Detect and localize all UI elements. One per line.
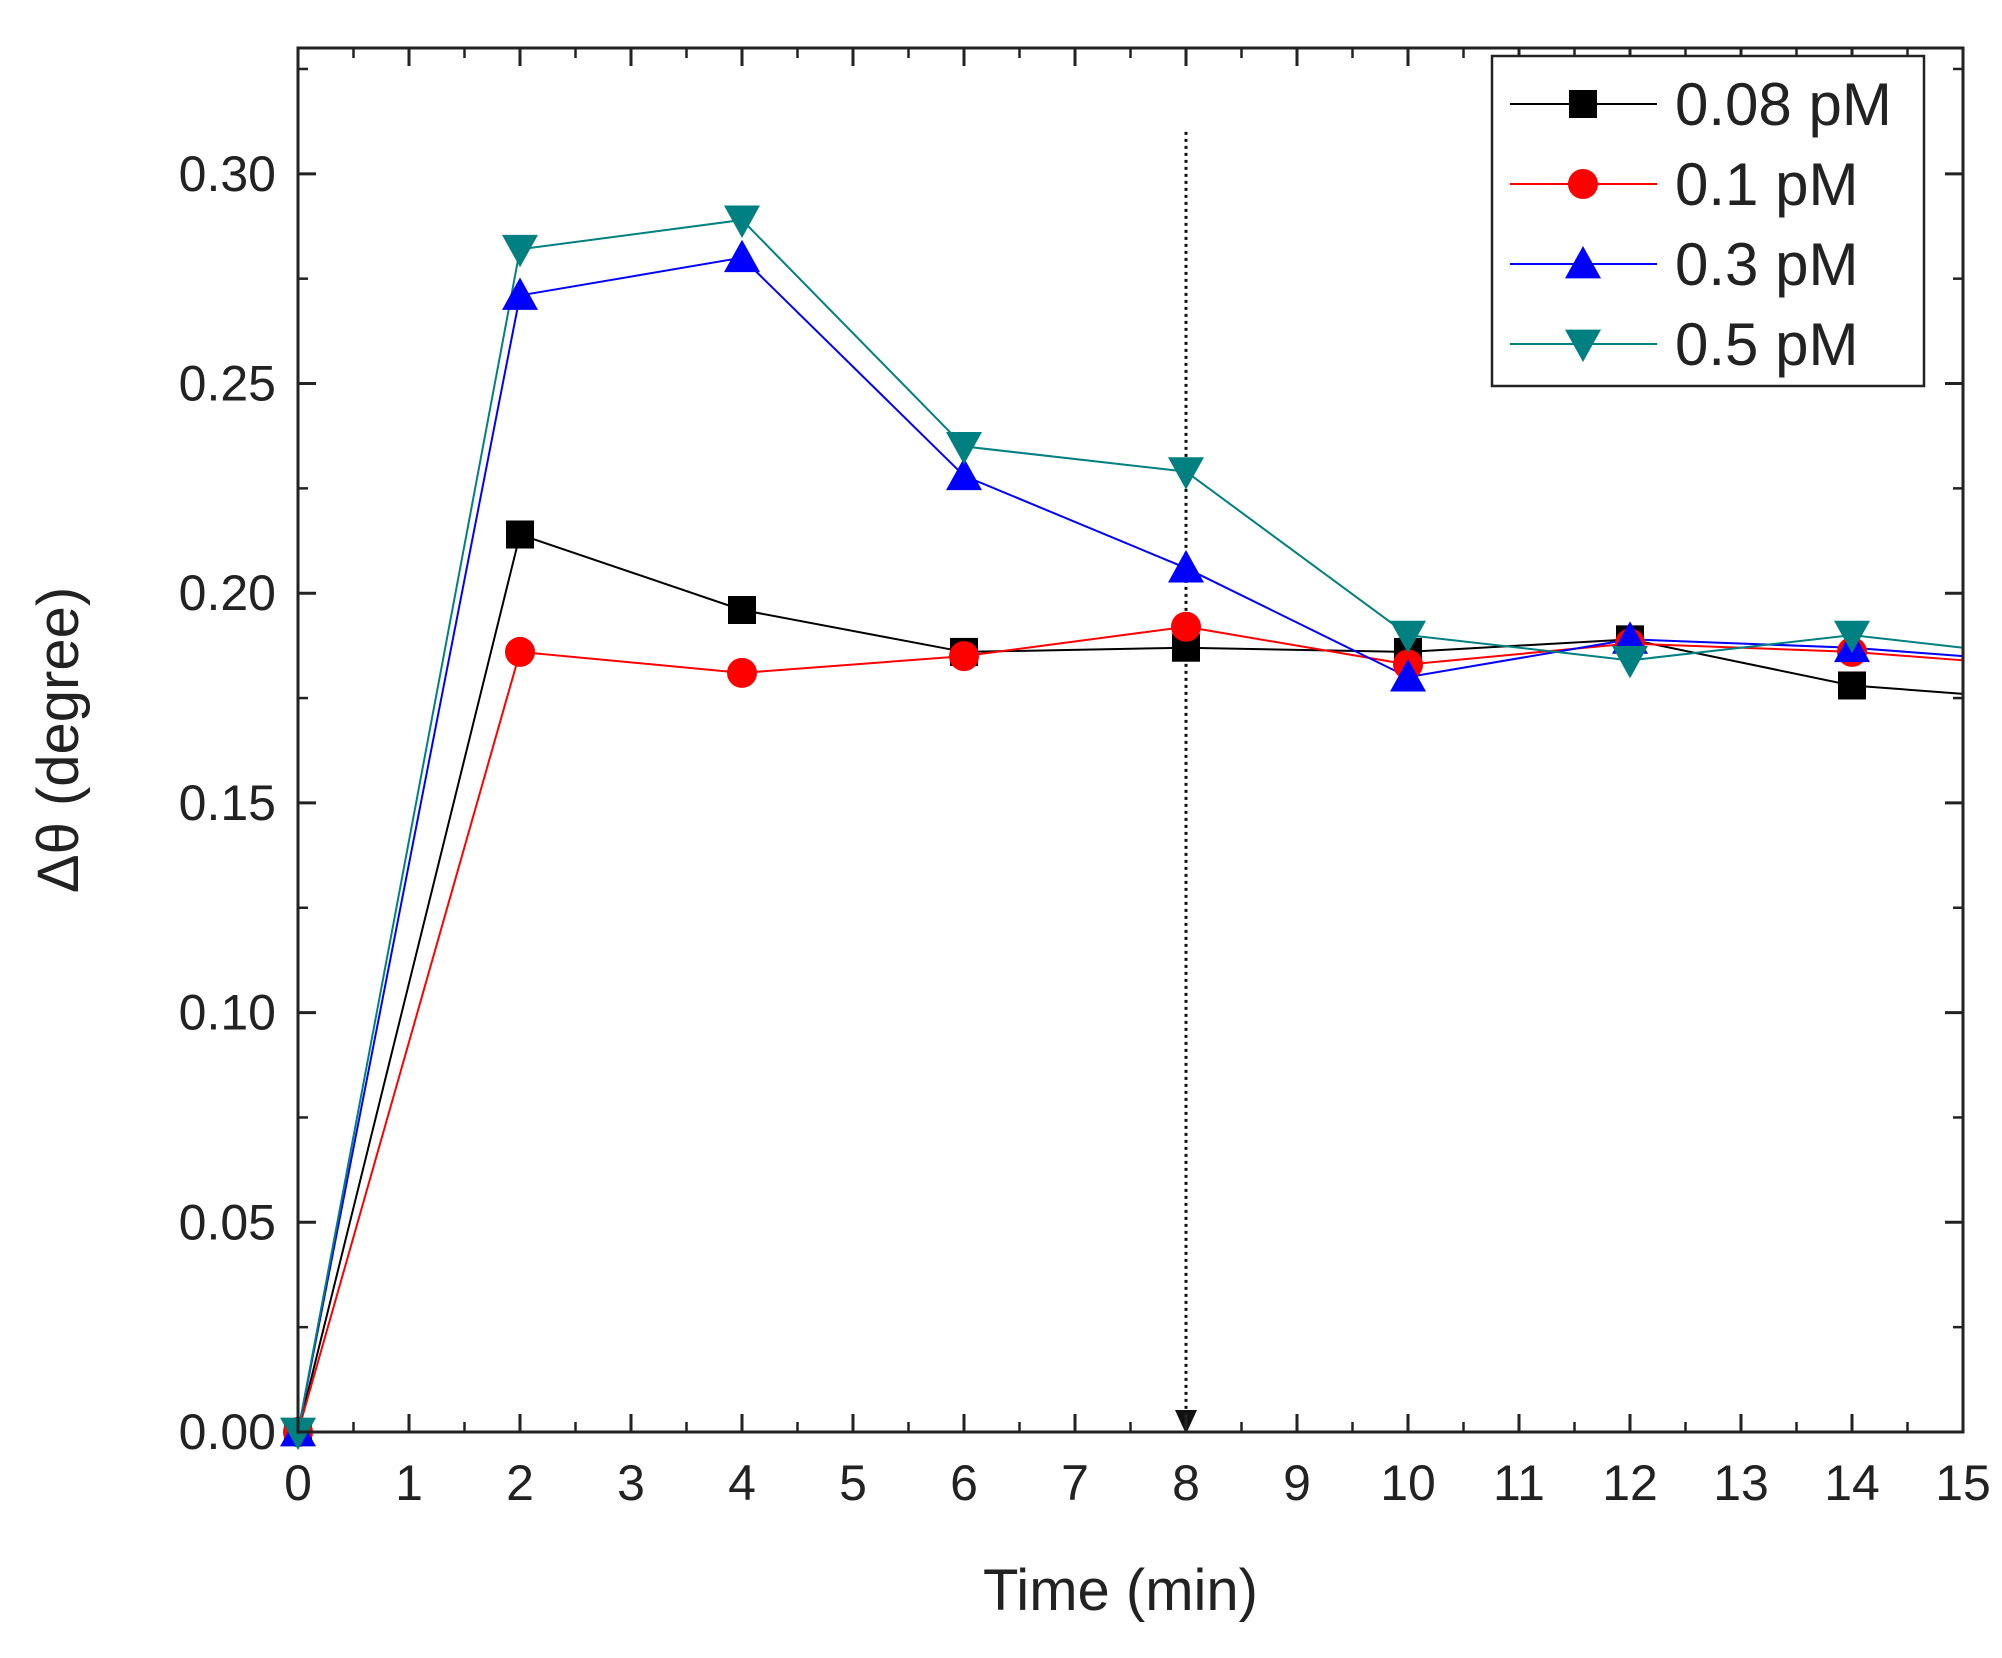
- data-point: [505, 636, 535, 667]
- data-point: [1612, 621, 1648, 654]
- y-tick-label: 0.25: [179, 356, 276, 412]
- legend-label-1: 0.1 pM: [1675, 151, 1858, 218]
- y-tick-label: 0.15: [179, 775, 276, 831]
- data-point: [724, 205, 760, 238]
- data-point: [502, 234, 538, 268]
- x-tick-label: 12: [1602, 1455, 1658, 1511]
- legend-box: [1490, 54, 1926, 388]
- x-tick-label: 13: [1713, 1455, 1769, 1511]
- legend-marker-3: [1565, 329, 1601, 362]
- x-tick-label: 8: [1172, 1455, 1200, 1511]
- data-point: [280, 1417, 316, 1450]
- legend-label-2: 0.3 pM: [1675, 231, 1858, 298]
- data-point: [1171, 611, 1201, 642]
- x-tick-label: 5: [839, 1455, 867, 1511]
- y-axis-title: Δθ (degree): [26, 587, 91, 893]
- y-tick-label: 0.00: [179, 1404, 276, 1460]
- x-axis-title: Time (min): [983, 1558, 1258, 1623]
- data-point: [727, 657, 757, 688]
- x-tick-label: 10: [1380, 1455, 1436, 1511]
- data-point: [1612, 645, 1648, 679]
- x-tick-label: 1: [395, 1455, 423, 1511]
- x-tick-label: 11: [1493, 1455, 1545, 1511]
- data-point: [506, 520, 534, 549]
- data-point: [949, 641, 979, 672]
- data-point: [1390, 659, 1426, 692]
- x-tick-label: 3: [617, 1455, 645, 1511]
- x-tick-label: 6: [950, 1455, 978, 1511]
- data-point: [1838, 671, 1866, 700]
- x-tick-label: 7: [1061, 1455, 1089, 1511]
- y-tick-label: 0.30: [179, 146, 276, 202]
- data-point: [1168, 550, 1204, 583]
- y-tick-label: 0.20: [179, 565, 276, 621]
- x-tick-label: 9: [1283, 1455, 1311, 1511]
- data-point: [502, 277, 538, 310]
- legend-marker-0: [1569, 90, 1597, 118]
- series-line-2: [297, 256, 1964, 1433]
- x-tick-label: 14: [1824, 1455, 1880, 1511]
- data-point: [1834, 620, 1870, 654]
- legend-marker-2: [1565, 246, 1601, 279]
- y-tick-label: 0.05: [179, 1194, 276, 1250]
- series-line-0: [297, 533, 1964, 1433]
- data-point: [946, 457, 982, 491]
- data-point: [724, 239, 760, 273]
- x-tick-label: 15: [1935, 1455, 1991, 1511]
- series-line-1: [297, 625, 1964, 1433]
- data-point: [728, 595, 756, 624]
- x-tick-label: 4: [728, 1455, 756, 1511]
- legend-marker-1: [1568, 169, 1598, 199]
- legend-label-3: 0.5 pM: [1675, 311, 1858, 378]
- y-tick-label: 0.10: [179, 985, 276, 1041]
- x-tick-label: 2: [506, 1455, 534, 1511]
- data-point: [1390, 620, 1426, 654]
- data-point: [946, 432, 982, 465]
- legend-label-0: 0.08 pM: [1675, 71, 1892, 138]
- series-line-3: [297, 218, 1964, 1433]
- x-tick-label: 0: [284, 1455, 312, 1511]
- data-point: [1168, 457, 1204, 490]
